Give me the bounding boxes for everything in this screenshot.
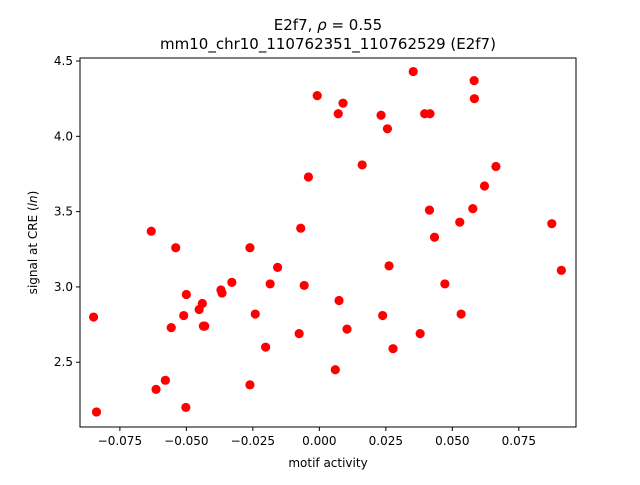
data-point xyxy=(469,94,480,104)
y-tick-label: 3.5 xyxy=(54,205,73,219)
data-point xyxy=(342,324,352,334)
data-point xyxy=(468,204,478,214)
data-point xyxy=(294,329,304,339)
data-point xyxy=(217,288,227,298)
y-tick-label: 2.5 xyxy=(54,355,73,369)
data-point xyxy=(424,205,435,215)
data-point xyxy=(273,262,283,272)
data-point xyxy=(456,309,466,319)
data-point xyxy=(547,219,557,229)
chart-title-line2: mm10_chr10_110762351_110762529 (E2f7) xyxy=(160,35,496,54)
x-tick-label: −0.075 xyxy=(98,434,142,448)
data-point xyxy=(330,365,340,375)
data-point xyxy=(227,277,237,288)
data-point xyxy=(382,124,393,134)
data-point xyxy=(376,110,386,120)
x-tick-label: 0.025 xyxy=(369,434,403,448)
data-point xyxy=(250,309,260,319)
chart-title-line1: E2f7, ρ = 0.55 xyxy=(274,16,382,34)
data-point xyxy=(388,344,398,354)
data-point xyxy=(151,384,161,394)
x-axis-label: motif activity xyxy=(288,456,367,470)
data-point xyxy=(425,109,435,119)
y-axis-label: signal at CRE (ln) xyxy=(26,191,40,295)
data-point xyxy=(179,310,189,321)
y-tick-label: 4.0 xyxy=(54,129,73,143)
data-point xyxy=(181,402,191,413)
data-point xyxy=(296,223,306,233)
data-point xyxy=(245,380,255,390)
x-tick-label: 0.075 xyxy=(502,434,536,448)
data-point xyxy=(429,232,440,242)
data-point xyxy=(166,322,176,333)
data-point xyxy=(265,279,275,289)
data-point xyxy=(491,161,501,172)
data-point xyxy=(333,109,343,119)
data-point xyxy=(261,342,271,352)
data-point xyxy=(556,265,566,275)
points-layer xyxy=(88,66,566,417)
data-point xyxy=(160,375,170,385)
x-tick-label: 0.000 xyxy=(302,434,336,448)
y-tick-label: 4.5 xyxy=(54,54,73,68)
data-point xyxy=(91,407,102,417)
data-point xyxy=(440,279,450,289)
data-point xyxy=(469,75,479,86)
data-point xyxy=(384,261,394,271)
data-point xyxy=(245,243,255,253)
data-point xyxy=(357,160,367,170)
data-point xyxy=(146,226,156,236)
data-point xyxy=(415,329,425,339)
y-tick-label: 3.0 xyxy=(54,280,73,294)
data-point xyxy=(479,181,490,191)
data-point xyxy=(338,98,348,108)
data-point xyxy=(181,289,191,300)
data-point xyxy=(334,295,344,306)
data-point xyxy=(312,91,322,101)
plot-frame xyxy=(79,57,577,428)
data-point xyxy=(299,280,309,291)
data-point xyxy=(198,321,209,331)
data-point xyxy=(378,310,388,321)
ticks-layer: −0.075 −0.050 −0.025 0.000 0.025 0.050 0.075 2.… xyxy=(54,54,536,448)
x-tick-label: −0.025 xyxy=(231,434,275,448)
x-tick-label: 0.050 xyxy=(435,434,469,448)
data-point xyxy=(197,298,207,309)
data-point xyxy=(455,217,465,227)
data-point xyxy=(88,312,99,322)
data-point xyxy=(408,66,418,77)
data-point xyxy=(303,172,314,182)
x-tick-label: −0.050 xyxy=(164,434,208,448)
data-point xyxy=(171,243,181,253)
